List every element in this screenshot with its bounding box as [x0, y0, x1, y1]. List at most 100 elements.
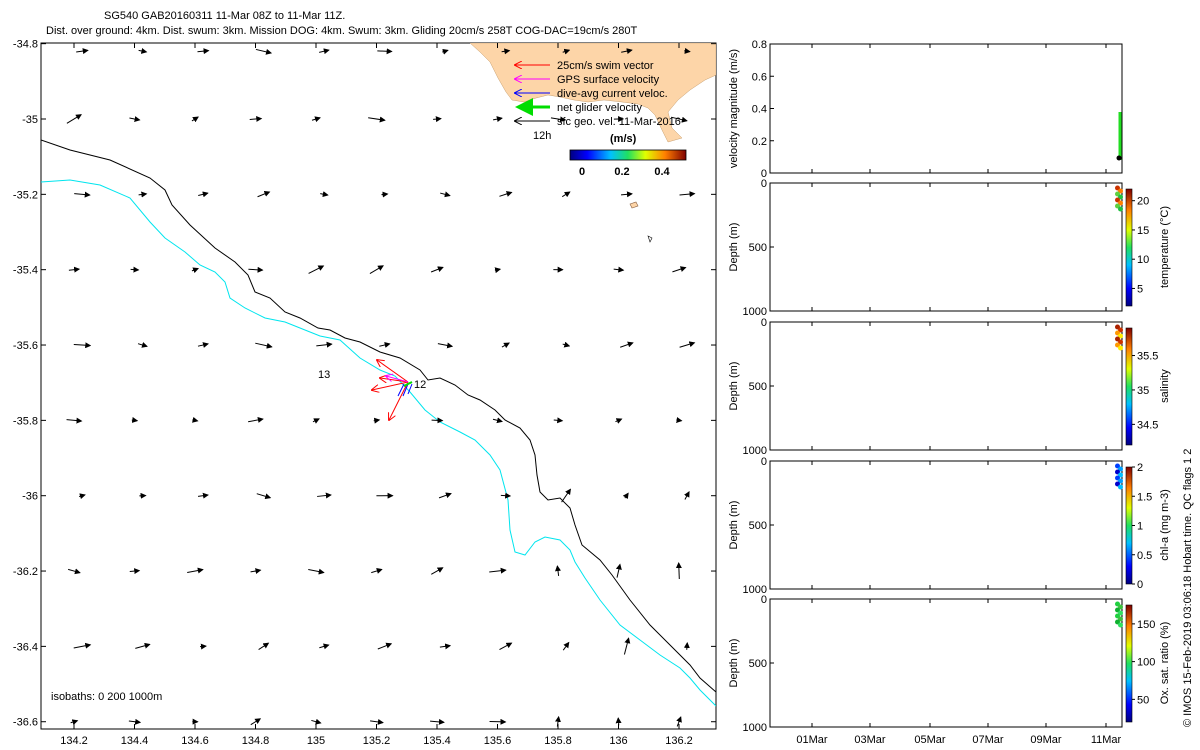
- gps-surface-velocity: [386, 376, 409, 383]
- geo-velocity-arrow: [500, 492, 512, 499]
- geo-velocity-arrow: [430, 718, 445, 725]
- colorbar-tick-label: 35.5: [1137, 351, 1158, 363]
- panel-y-tick-label: 500: [749, 520, 767, 532]
- land-mass: [469, 43, 716, 143]
- colorbar-tick-label: 2: [1137, 462, 1143, 474]
- geo-velocity-arrow: [439, 643, 452, 650]
- geo-velocity-arrow: [683, 641, 690, 650]
- map-x-tick-label: 135.8: [544, 735, 572, 747]
- colorbar-tick-label: 5: [1137, 283, 1143, 295]
- colorbar-label: salinity: [1159, 369, 1171, 403]
- date-tick-label: 01Mar: [796, 734, 828, 746]
- geo-velocity-arrow: [562, 641, 570, 651]
- swim-vector-1: [377, 360, 409, 383]
- panel-colorbar: [1125, 466, 1133, 585]
- geo-velocity-arrow: [74, 191, 91, 198]
- geo-velocity-arrow: [78, 493, 86, 500]
- surface-geostrophic-vectors: [66, 47, 696, 727]
- geo-velocity-arrow: [501, 48, 511, 55]
- panel-y-tick-label: 1000: [743, 722, 767, 734]
- geo-velocity-arrow: [437, 342, 454, 349]
- geo-velocity-arrow: [197, 492, 209, 499]
- date-tick-label: 11Mar: [1091, 734, 1122, 746]
- map-axes: 134.2 134.4 134.6 134.8 135 135.2 135.4 135.6 13…: [13, 39, 716, 747]
- colorbar-title: (m/s): [610, 133, 637, 145]
- geo-velocity-arrow: [128, 718, 142, 725]
- panel-y-tick-label: 0: [761, 178, 767, 190]
- geo-velocity-arrow: [73, 642, 92, 649]
- map-y-tick-label: -35.8: [13, 415, 38, 427]
- profile-panel-0: 0.8 0.6 0.4 0.2 0 velocity magnitude (m/s): [728, 39, 1123, 180]
- geo-velocity-arrow: [248, 416, 264, 423]
- colorbar-tick-label: 0.5: [1137, 550, 1152, 562]
- map-y-tick-label: -34.8: [13, 39, 38, 51]
- geo-velocity-arrow: [316, 341, 333, 348]
- panel-y-tick-label: 0: [761, 168, 767, 180]
- geo-velocity-arrow: [430, 266, 444, 273]
- isobath-1000m: [41, 139, 716, 693]
- label-12: 12: [414, 379, 426, 391]
- geo-velocity-arrow: [191, 267, 200, 274]
- geo-velocity-arrow: [684, 491, 690, 500]
- geo-velocity-arrow: [197, 48, 210, 55]
- geo-velocity-arrow: [197, 342, 209, 348]
- geo-velocity-arrow: [138, 191, 148, 198]
- geo-velocity-arrow: [76, 48, 89, 55]
- panel-frame: [769, 182, 1123, 312]
- colorbar-tick-label: 15: [1137, 225, 1149, 237]
- panel-y-tick-label: 0: [761, 317, 767, 329]
- geo-velocity-arrow: [621, 191, 633, 198]
- geo-velocity-arrow: [676, 716, 682, 727]
- geo-velocity-arrow: [255, 48, 273, 55]
- geo-velocity-arrow: [379, 342, 391, 348]
- colorbar-label: chl-a (mg m-3): [1159, 489, 1171, 561]
- legend-gps-label: GPS surface velocity: [557, 74, 660, 86]
- geo-velocity-arrow: [66, 114, 82, 124]
- geo-velocity-arrow: [319, 48, 330, 55]
- geo-velocity-arrow: [675, 562, 682, 580]
- map-y-tick-label: -36.2: [13, 566, 38, 578]
- geo-velocity-arrow: [66, 417, 83, 424]
- geo-velocity-arrow: [373, 417, 381, 424]
- panel-frame: [769, 43, 1123, 174]
- map-frame: [40, 42, 717, 730]
- geo-velocity-arrow: [68, 266, 81, 273]
- geo-velocity-arrow: [138, 48, 148, 54]
- header-line-2: Dist. over ground: 4km. Dist. swum: 3km.…: [46, 25, 637, 37]
- panel-colorbar: [1125, 188, 1133, 307]
- colorbar-tick-2: 0.4: [654, 166, 670, 178]
- colorbar-tick-label: 10: [1137, 254, 1149, 266]
- geo-velocity-arrow: [562, 48, 571, 55]
- geo-velocity-arrow: [73, 342, 92, 349]
- geo-velocity-arrow: [137, 342, 148, 348]
- dive-avg-current-3: [407, 383, 413, 395]
- geo-velocity-arrow: [200, 643, 207, 650]
- geo-velocity-arrow: [198, 191, 209, 198]
- dive-avg-current-2: [402, 383, 409, 397]
- geo-velocity-arrow: [370, 718, 384, 725]
- geo-velocity-arrow: [621, 48, 633, 55]
- colorbar-tick-label: 100: [1137, 657, 1155, 669]
- panel-y-label: Depth (m): [728, 223, 740, 272]
- isobaths-label: isobaths: 0 200 1000m: [51, 691, 162, 703]
- geo-velocity-arrow: [187, 567, 204, 574]
- islet: [647, 235, 653, 243]
- speed-colorbar: [569, 149, 687, 161]
- geo-velocity-arrow: [308, 265, 325, 274]
- map-y-tick-label: -36: [22, 491, 38, 503]
- geo-velocity-arrow: [191, 116, 199, 123]
- geo-velocity-arrow: [135, 642, 151, 649]
- geo-velocity-arrow: [70, 719, 79, 726]
- map-legend: 25cm/s swim vector GPS surface velocity …: [515, 60, 687, 178]
- colorbar-tick-0: 0: [579, 166, 585, 178]
- profile-panel-4: 0 500 1000 Depth (m) 150 100 50 Ox. sat. ratio …: [728, 594, 1171, 746]
- colorbar-tick-label: 35: [1137, 385, 1149, 397]
- geo-velocity-arrow: [492, 417, 503, 424]
- legend-swim-label: 25cm/s swim vector: [557, 60, 654, 72]
- panel-y-tick-label: 1000: [743, 445, 767, 457]
- dive-avg-current-1: [397, 383, 405, 397]
- geo-velocity-arrow: [494, 267, 502, 274]
- legend-net-label: net glider velocity: [557, 102, 642, 114]
- swim-vector-3: [389, 381, 409, 420]
